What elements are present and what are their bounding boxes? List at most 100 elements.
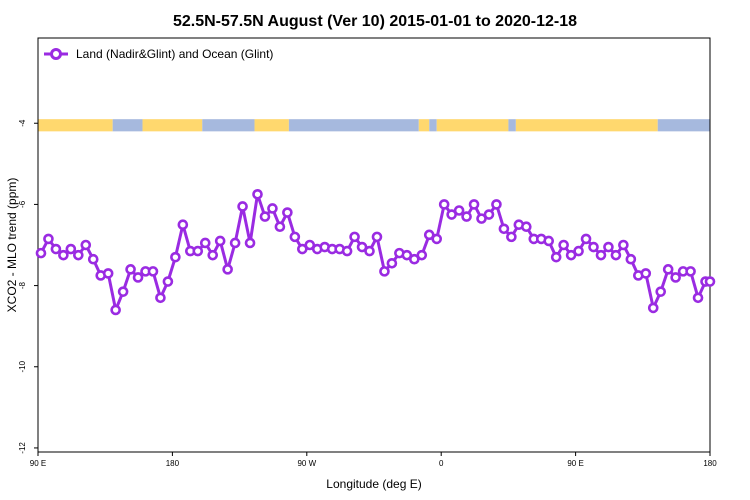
y-tick-label: -6 — [18, 200, 27, 208]
data-point — [80, 239, 92, 251]
y-axis: -12 -10 -8 -6 -4 — [18, 119, 38, 454]
data-point — [341, 245, 353, 257]
data-point — [498, 223, 510, 235]
data-point — [222, 264, 233, 275]
data-point — [423, 229, 435, 241]
plot-frame — [37, 37, 711, 453]
data-point — [491, 199, 502, 210]
data-point — [297, 243, 308, 255]
y-axis-label: XCO2 - MLO trend (ppm) — [5, 178, 19, 313]
land-segment — [436, 119, 509, 132]
data-point — [252, 188, 263, 200]
land-segment — [38, 119, 113, 132]
data-point — [132, 272, 144, 283]
data-point — [647, 302, 659, 314]
data-point — [50, 243, 62, 255]
x-tick-label: 90 E — [30, 459, 46, 468]
ocean-segment — [288, 119, 419, 132]
data-point — [506, 231, 517, 243]
land-segment — [418, 119, 430, 132]
ocean-segment — [657, 119, 710, 132]
data-point — [655, 286, 667, 297]
data-point — [573, 245, 584, 257]
data-point — [102, 268, 114, 279]
data-point — [289, 231, 301, 243]
data-point — [468, 199, 480, 210]
data-point — [155, 292, 166, 304]
data-point — [192, 245, 204, 257]
data-point — [170, 251, 181, 263]
data-point — [162, 276, 174, 287]
data-point — [618, 239, 629, 251]
data-point — [43, 233, 54, 245]
data-point — [543, 235, 555, 247]
data-point — [692, 292, 704, 304]
data-point — [521, 221, 532, 233]
data-point — [603, 241, 614, 253]
data-point — [461, 211, 472, 222]
data-point — [379, 266, 390, 277]
x-tick-label: 0 — [439, 459, 444, 468]
data-point — [65, 243, 77, 255]
data-point — [356, 241, 368, 253]
data-point — [625, 253, 637, 265]
data-point — [670, 272, 681, 283]
legend: Land (Nadir&Glint) and Ocean (Glint) — [44, 47, 273, 61]
data-point — [237, 201, 248, 212]
land-ocean-bar — [38, 119, 710, 132]
data-point — [588, 241, 599, 253]
ocean-segment — [202, 119, 255, 132]
data-point — [580, 233, 592, 245]
data-point — [704, 276, 716, 287]
ocean-segment — [429, 119, 437, 132]
data-point — [409, 253, 420, 265]
data-point — [259, 211, 271, 222]
chart-title: 52.5N-57.5N August (Ver 10) 2015-01-01 t… — [173, 13, 577, 30]
y-tick-label: -4 — [18, 119, 27, 127]
x-tick-label: 180 — [703, 459, 717, 468]
data-point — [199, 237, 211, 249]
y-tick-label: -10 — [18, 360, 27, 372]
data-point — [610, 249, 622, 261]
data-point — [401, 249, 413, 261]
x-tick-label: 180 — [166, 459, 180, 468]
ocean-segment — [508, 119, 516, 132]
x-tick-label: 90 E — [567, 459, 583, 468]
data-point — [177, 219, 189, 231]
ocean-segment — [112, 119, 143, 132]
land-segment — [515, 119, 658, 132]
data-point — [125, 264, 136, 275]
data-point — [147, 266, 159, 277]
data-point — [267, 203, 278, 214]
data-point — [550, 251, 562, 263]
data-point — [35, 247, 47, 259]
data-point — [87, 253, 99, 265]
series-group — [35, 188, 716, 316]
data-point — [431, 233, 443, 245]
legend-label: Land (Nadir&Glint) and Ocean (Glint) — [76, 47, 273, 61]
legend-swatch-marker — [50, 48, 62, 60]
data-point — [229, 237, 241, 249]
x-axis: 90 E 180 90 W 0 90 E 180 — [30, 452, 717, 468]
data-point — [207, 249, 219, 261]
data-point — [214, 235, 226, 247]
data-point — [483, 209, 495, 220]
data-point — [438, 199, 450, 210]
data-point — [58, 249, 69, 261]
y-tick-label: -8 — [18, 281, 27, 289]
data-point — [117, 286, 129, 297]
data-point — [453, 205, 465, 216]
data-point — [386, 257, 398, 269]
x-axis-label: Longitude (deg E) — [326, 477, 421, 491]
data-point — [662, 264, 674, 275]
data-point — [274, 221, 286, 233]
data-point — [558, 239, 569, 251]
data-point — [349, 231, 360, 243]
land-segment — [254, 119, 289, 132]
data-point — [446, 209, 457, 220]
data-point — [416, 249, 428, 261]
land-segment — [142, 119, 203, 132]
data-point — [595, 249, 607, 261]
data-point — [364, 245, 375, 257]
